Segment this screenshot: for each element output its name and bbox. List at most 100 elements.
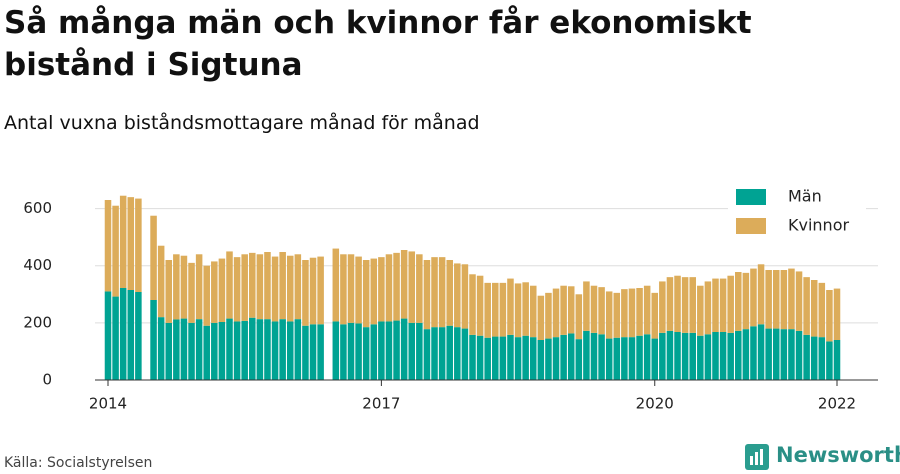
bar-segment [203,265,210,326]
bar-segment [742,272,750,330]
bar-segment [757,264,765,325]
bar-segment [203,325,210,380]
bar-segment [362,327,370,380]
bar-segment [788,268,795,330]
bar-segment [195,254,203,320]
bar-segment [347,254,355,323]
bar-segment [552,337,560,380]
bar-segment [780,329,788,380]
bar-segment [378,321,385,380]
bar-segment [211,322,218,380]
bar-segment [810,280,818,337]
bar-segment [317,256,324,325]
bar-segment [180,318,188,380]
y-tick-label: 200 [23,313,52,331]
bar-segment [765,328,772,380]
bar-segment [666,330,674,380]
bar-segment [772,270,780,329]
x-tick-label: 2017 [362,395,400,413]
bar-segment [750,326,757,380]
bar-segment [286,321,294,380]
bar-segment [590,285,598,333]
bar-segment [355,323,362,380]
bar-segment [590,332,598,380]
bar-segment [651,292,659,339]
bar-segment [492,282,499,337]
bar-segment [833,340,841,380]
bar-segment [788,329,795,380]
bar-segment [302,260,309,326]
bar-segment [674,275,681,332]
bar-segment [681,277,689,333]
bar-segment [340,324,347,380]
bar-segment [643,334,651,380]
bar-segment [347,322,355,380]
bar-segment [636,335,643,380]
bar-segment [241,254,248,321]
bar-segment [317,324,324,380]
bar-segment [416,322,423,380]
bar-segment [469,334,476,380]
bar-segment [150,300,157,380]
bar-segment [135,292,142,380]
bar-segment [165,260,173,323]
bar-segment [218,322,226,380]
bar-segment [605,338,613,380]
bar-segment [332,248,340,322]
bar-segment [195,319,203,380]
bar-segment [431,257,438,328]
bar-segment [742,329,750,380]
bar-segment [233,321,241,380]
bar-segment [393,252,400,321]
bar-segment [583,330,590,380]
bar-segment [780,270,788,330]
bar-segment [112,296,119,380]
bar-segment [218,258,226,322]
bar-segment [537,340,545,380]
bar-segment [636,288,643,336]
bar-segment [423,260,431,330]
bar-segment [135,198,142,292]
chart-title: Så många män och kvinnor får ekonomiskt … [4,5,752,83]
bar-segment [188,322,195,380]
bar-segment [127,197,135,290]
bar-segment [355,256,362,324]
bar-segment [233,257,241,322]
bar-segment [408,322,416,380]
bar-segment [697,285,704,336]
bar-segment [408,251,416,323]
bar-segment [256,254,264,320]
bar-segment [157,317,165,380]
bar-segment [704,334,712,380]
bar-segment [560,285,567,335]
y-tick-label: 0 [42,371,52,389]
bar-segment [681,332,689,380]
bar-segment [803,277,810,335]
bar-segment [514,283,522,338]
bar-segment [552,288,560,338]
bar-segment [211,261,218,323]
bar-segment [757,324,765,380]
bar-segment [628,337,636,380]
bar-segment [438,327,446,380]
logo: Newsworthy [745,443,900,470]
bar-segment [772,328,780,380]
bar-segment [226,318,233,380]
bar-segment [818,282,826,338]
x-tick-label: 2014 [89,395,127,413]
bar-segment [484,337,491,380]
bar-segment [674,332,681,380]
bar-segment [803,334,810,380]
bar-segment [173,254,180,320]
bar-segment [400,318,408,380]
logo-icon-bar [760,449,763,465]
bar-segment [666,277,674,331]
bar-segment [575,294,583,340]
x-tick-label: 2020 [636,395,674,413]
bar-segment [104,291,112,380]
bar-segment [499,282,507,337]
y-tick-label: 600 [23,199,52,217]
bar-segment [833,288,841,340]
y-tick-label: 400 [23,256,52,274]
bar-segment [165,322,173,380]
